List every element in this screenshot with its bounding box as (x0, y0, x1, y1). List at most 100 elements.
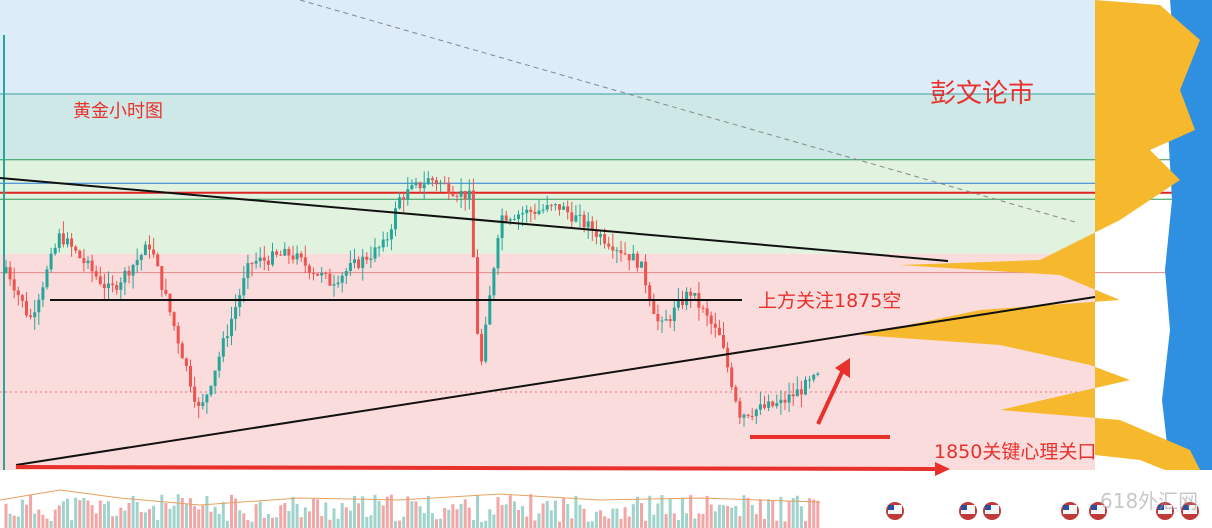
candle-body (4, 267, 8, 273)
volume-bar (722, 505, 725, 528)
candle-body (517, 214, 520, 220)
volume-bar (808, 498, 812, 528)
candle-body (652, 300, 656, 314)
volume-bar (344, 507, 348, 528)
candle-body (90, 260, 94, 272)
candle-body (238, 295, 242, 308)
candle-body (435, 180, 438, 185)
candle-body (361, 256, 365, 268)
volume-bar (324, 502, 328, 528)
volume-bar (414, 501, 418, 528)
volume-bar (562, 498, 566, 528)
candle-body (107, 283, 110, 289)
volume-bar (164, 503, 168, 528)
volume-bar (98, 500, 102, 528)
candle-body (681, 299, 684, 306)
candle-body (771, 401, 775, 407)
candle-body (303, 257, 307, 266)
volume-bar (783, 521, 787, 528)
volume-bar (332, 508, 336, 528)
candle-body (627, 254, 631, 261)
candle-body (508, 219, 512, 221)
candle-body (795, 389, 799, 397)
candle-body (148, 244, 151, 250)
volume-bar (168, 508, 172, 528)
candle-body (713, 323, 717, 328)
volume-bar (193, 506, 197, 528)
candle-body (648, 285, 652, 301)
candle-body (189, 365, 192, 387)
candle-body (357, 259, 361, 268)
candle-body (172, 312, 176, 327)
volume-bar (504, 504, 508, 528)
candle-body (168, 293, 172, 313)
resistance-label: 上方关注1875空 (758, 290, 901, 312)
volume-bar (599, 510, 602, 528)
candle-body (599, 234, 602, 237)
volume-bar (152, 505, 156, 528)
volume-bar (426, 495, 430, 528)
volume-bar (373, 494, 377, 528)
volume-bar (271, 517, 274, 528)
volume-bar (496, 497, 500, 528)
candle-body (312, 272, 315, 274)
volume-bar (238, 510, 242, 528)
candle-body (57, 233, 61, 248)
volume-bar (660, 495, 664, 528)
volume-bar (389, 494, 393, 528)
candle-body (295, 253, 299, 260)
volume-bar (463, 499, 467, 528)
candle-body (98, 276, 102, 284)
volume-bar (45, 518, 49, 528)
volume-bar (299, 517, 303, 528)
volume-bar (365, 517, 369, 528)
candle-body (611, 246, 615, 251)
candle-body (574, 215, 578, 222)
candle-body (344, 270, 348, 276)
volume-bar (635, 496, 639, 528)
candle-body (775, 403, 779, 407)
bounce-arrow-line (816, 369, 845, 425)
candle-body (16, 290, 20, 296)
volume-bar (4, 503, 8, 528)
volume-bar (553, 500, 557, 528)
candle-body (578, 214, 582, 216)
price-band (0, 253, 1095, 470)
volume-bar (119, 507, 123, 528)
volume-bar (115, 515, 119, 528)
candle-body (656, 313, 660, 322)
volume-bar (681, 497, 684, 528)
candle-body (135, 260, 139, 266)
volume-bar (357, 503, 361, 528)
candle-body (467, 190, 471, 200)
candle-body (640, 261, 643, 268)
candle-body (430, 178, 434, 181)
volume-bar (250, 521, 254, 528)
candle-body (307, 265, 311, 273)
volume-bar (467, 507, 471, 528)
volume-bar (402, 516, 406, 528)
volume-bar (353, 495, 356, 528)
candle-body (414, 182, 418, 186)
candle-body (603, 234, 607, 244)
candle-body (418, 182, 422, 189)
volume-bar (619, 518, 623, 528)
volume-bar (791, 497, 795, 528)
candle-body (381, 239, 385, 248)
volume-bar (61, 501, 65, 528)
volume-bar (697, 513, 701, 528)
candle-body (754, 409, 758, 417)
event-flag-icon (1156, 502, 1174, 520)
candle-body (123, 270, 127, 283)
volume-bar (33, 513, 37, 528)
volume-bar (713, 511, 717, 528)
candle-body (230, 318, 233, 337)
candle-body (451, 194, 455, 196)
candle-body (86, 260, 90, 264)
candle-body (180, 343, 184, 359)
candle-body (459, 190, 463, 197)
volume-bar (78, 500, 82, 528)
candle-body (279, 254, 283, 256)
volume-bar (29, 495, 33, 528)
volume-bar (586, 521, 590, 528)
